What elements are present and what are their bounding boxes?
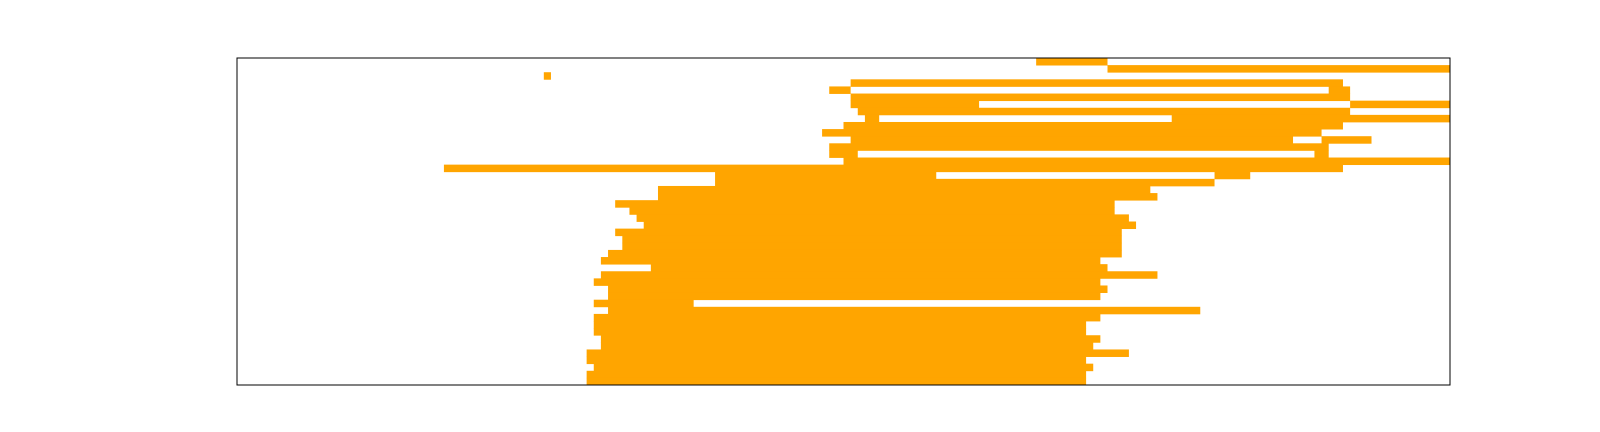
heatmap-cell-row-21-span-0: [629, 207, 1115, 215]
heatmap-cell-row-33-span-0: [608, 292, 1101, 301]
heatmap-cell-row-13-span-0: [829, 150, 858, 158]
heatmap-cell-row-26-span-0: [622, 242, 1122, 251]
heatmap-cell-row-40-span-0: [600, 342, 1094, 350]
heatmap-cell-row-18-span-0: [657, 185, 1151, 194]
heatmap-cell-row-1-span-0: [1107, 65, 1450, 73]
heatmap-cell-row-27-span-0: [608, 249, 1122, 258]
heatmap-cell-row-44-span-0: [586, 370, 1087, 379]
heatmap-cell-row-0-span-0: [1036, 58, 1108, 66]
heatmap-cell-row-17-span-0: [715, 178, 1215, 187]
heatmap-cell-row-14-span-0: [843, 157, 1450, 166]
heatmap-cell-row-3-span-0: [850, 79, 1343, 87]
heatmap-cell-row-13-span-1: [1314, 150, 1329, 158]
heatmap-cell-row-34-span-0: [593, 299, 694, 308]
heatmap-cell-row-30-span-0: [600, 271, 1158, 279]
heatmap-cell-row-10-span-0: [822, 129, 1322, 137]
heatmap-cell-row-23-span-0: [643, 221, 1137, 230]
heatmap-cell-row-2-span-0: [543, 72, 551, 80]
heatmap-cell-row-5-span-0: [850, 93, 1351, 102]
heatmap-cell-row-22-span-0: [636, 214, 1129, 222]
heatmap-cell-row-15-span-0: [443, 164, 1343, 173]
heatmap-cell-row-6-span-0: [850, 100, 980, 109]
heatmap-cell-row-11-span-1: [1321, 136, 1372, 144]
heatmap-cell-row-31-span-0: [593, 278, 1101, 286]
plot-frame: [236, 57, 1451, 386]
heatmap-cell-row-16-span-0: [715, 171, 937, 180]
heatmap-cell-row-25-span-0: [622, 235, 1122, 244]
heatmap-cell-row-20-span-0: [615, 200, 1115, 208]
heatmap-cell-row-19-span-0: [657, 193, 1158, 201]
heatmap-cell-row-9-span-0: [843, 121, 1343, 130]
heatmap-cell-row-12-span-0: [829, 143, 1329, 151]
heatmap-cell-row-32-span-0: [608, 285, 1108, 293]
heatmap-cell-row-41-span-0: [586, 349, 1129, 357]
heatmap-cell-row-4-span-0: [829, 86, 851, 94]
heatmap-cell-row-4-span-1: [1328, 86, 1351, 94]
heatmap-cell-row-39-span-0: [600, 335, 1101, 343]
heatmap-cells: [443, 58, 1450, 386]
heatmap-cell-row-38-span-0: [593, 328, 1087, 336]
heatmap-cell-row-28-span-0: [600, 257, 1101, 265]
heatmap-cell-row-11-span-0: [850, 136, 1294, 144]
heatmap-cell-row-8-span-1: [1171, 114, 1450, 123]
heatmap-cell-row-37-span-0: [593, 321, 1087, 329]
heatmap-cell-row-16-span-1: [1214, 171, 1251, 180]
heatmap-cell-row-36-span-0: [593, 313, 1101, 322]
heatmap-cell-row-29-span-0: [650, 264, 1108, 272]
heatmap-cell-row-42-span-0: [586, 356, 1087, 365]
heatmap-cell-row-45-span-0: [586, 377, 1087, 386]
heatmap-cell-row-35-span-0: [608, 306, 1201, 315]
heatmap-cell-row-24-span-0: [615, 228, 1122, 237]
heatmap-cell-row-43-span-0: [593, 363, 1094, 372]
heatmap-cell-row-8-span-0: [864, 114, 880, 123]
heatmap-cell-row-6-span-1: [1350, 100, 1450, 109]
heatmap-cell-row-7-span-0: [857, 107, 1351, 116]
